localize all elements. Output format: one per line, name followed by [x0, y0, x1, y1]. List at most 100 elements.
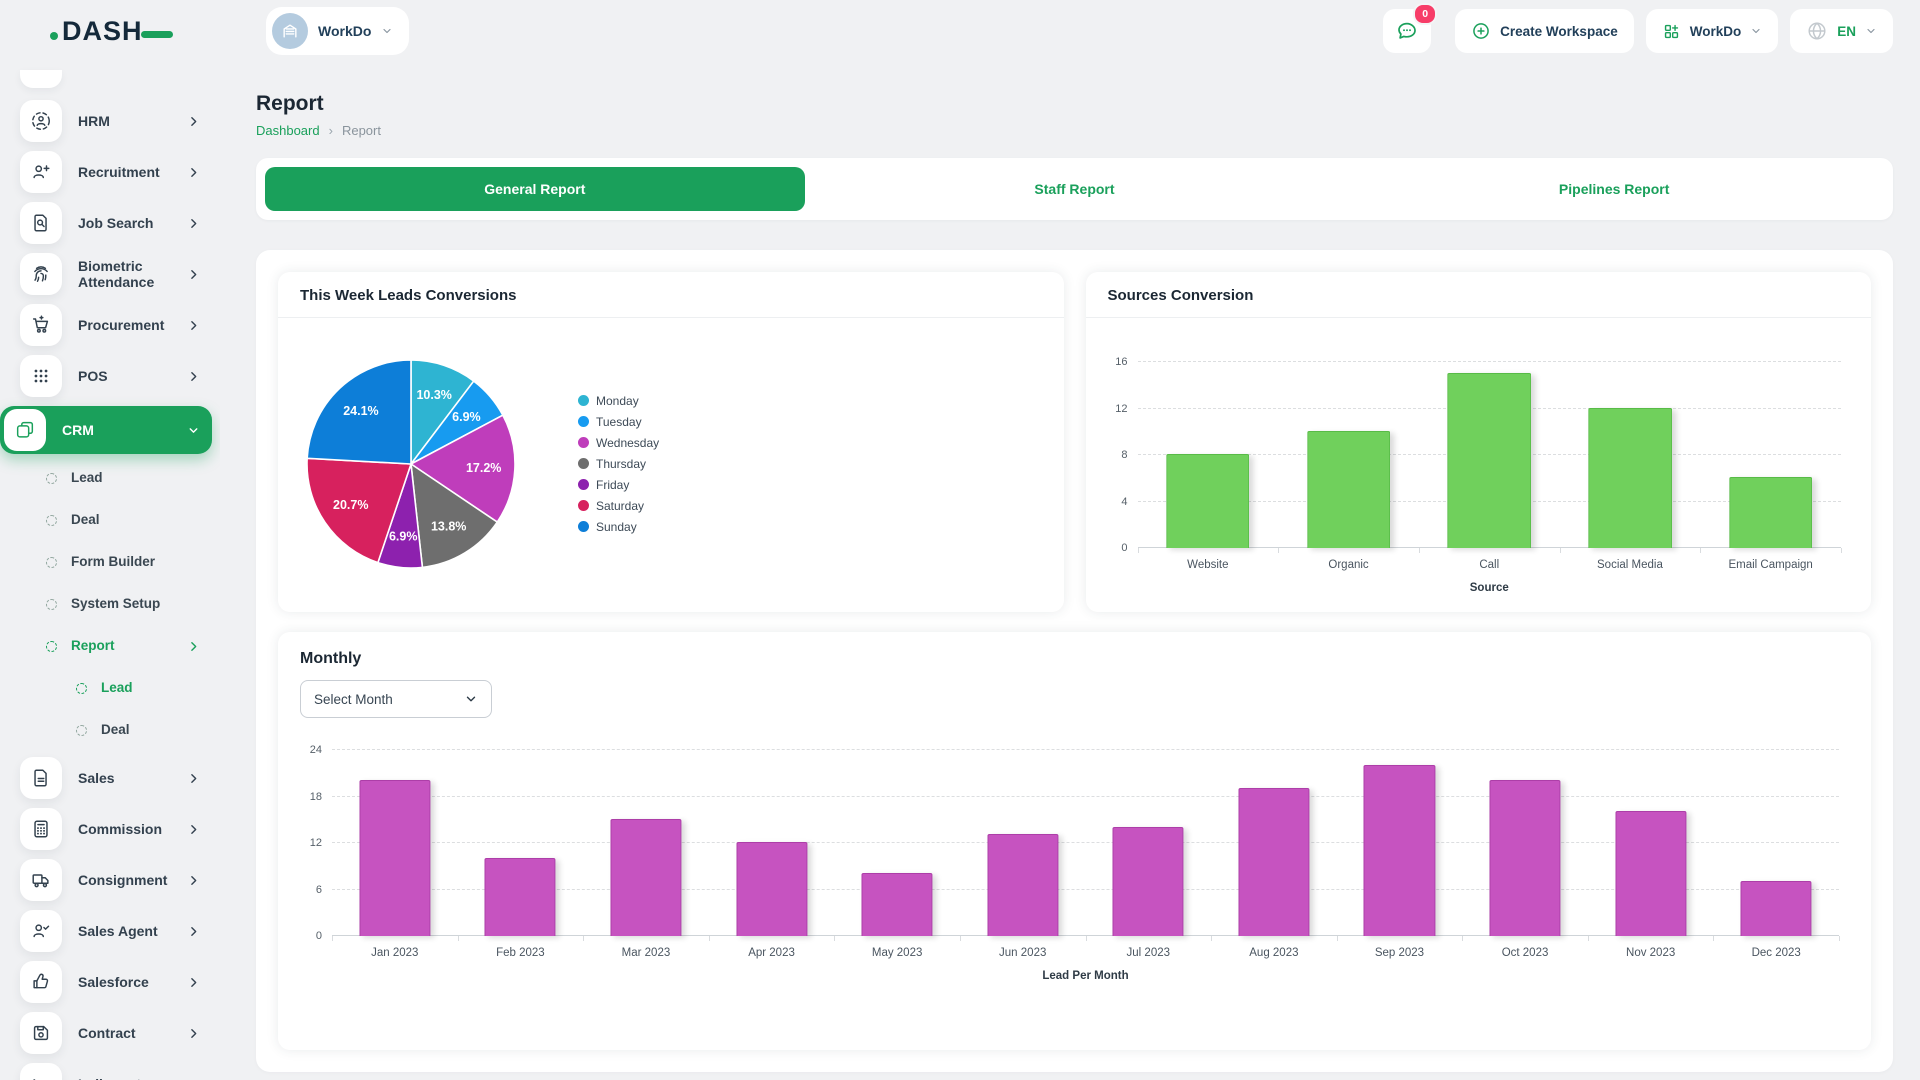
sidebar-item-report[interactable]: Report — [0, 631, 212, 661]
sources-bar-chart: 0 4 8 12 16 Website Organic Call Social Media Ema… — [1086, 318, 1872, 612]
sidebar-item-consignment[interactable]: Consignment — [0, 859, 212, 901]
x-axis-title: Source — [1469, 582, 1509, 594]
pie-slice-label: 10.3% — [416, 387, 451, 401]
sidebar-item-deal[interactable]: Deal — [0, 505, 212, 535]
bar-may-2023 — [861, 873, 933, 936]
language-selector[interactable]: EN — [1790, 9, 1893, 53]
sidebar-item-label: Sales Agent — [78, 922, 158, 939]
x-axis-category-label: Jun 2023 — [999, 947, 1047, 959]
sources-conversion-title: Sources Conversion — [1107, 287, 1254, 304]
sidebar-nav: HRM Recruitment Job Search Biometric Attend… — [0, 100, 220, 1080]
sidebar-item-commission[interactable]: Commission — [0, 808, 212, 850]
x-axis-tick — [583, 936, 585, 941]
gridline — [332, 749, 1839, 750]
x-axis-category-label: Call — [1479, 559, 1500, 571]
sidebar-item-deal[interactable]: Deal — [0, 715, 212, 745]
sidebar-item-recruitment[interactable]: Recruitment — [0, 151, 212, 193]
x-axis-category-label: Organic — [1328, 559, 1369, 571]
sidebar-item-sales-agent[interactable]: Sales Agent — [0, 910, 212, 952]
top-bar: DASH WorkDo 0 Create Workspace — [0, 0, 1920, 62]
pie-slice-label: 20.7% — [333, 497, 368, 511]
monthly-bar-chart: 0 6 12 18 24 Jan 2023 Feb 2023 Mar 2023 Apr 2023… — [278, 724, 1871, 1024]
x-axis-category-label: Apr 2023 — [748, 947, 795, 959]
breadcrumb-separator-icon: › — [328, 123, 333, 138]
sidebar-item-job-search[interactable]: Job Search — [0, 202, 212, 244]
legend-item-thursday: Thursday — [578, 457, 659, 471]
sidebar-item-procurement[interactable]: Procurement — [0, 304, 212, 346]
monthly-card: Monthly Select Month 0 6 12 18 24 Jan 2023 Feb… — [278, 632, 1871, 1050]
sidebar-item-salesforce[interactable]: Salesforce — [0, 961, 212, 1003]
sidebar-item-label: Salesforce — [78, 973, 149, 990]
x-axis-tick — [834, 936, 836, 941]
messages-button[interactable]: 0 — [1383, 3, 1438, 53]
bar-mar-2023 — [610, 818, 682, 936]
sidebar-item-label: CRM — [62, 421, 94, 438]
x-axis-tick — [1841, 548, 1842, 553]
sidebar-item-indiamart[interactable]: Indiamart — [0, 1063, 212, 1080]
legend-dot-icon — [578, 458, 589, 469]
chevron-down-icon — [381, 25, 393, 37]
sidebar-item-label: Form Builder — [71, 554, 156, 570]
building-icon — [272, 13, 308, 49]
chevron-down-icon — [1750, 25, 1762, 37]
y-axis-tick-label: 4 — [1121, 495, 1128, 508]
sidebar-item-label: Job Search — [78, 214, 154, 231]
sidebar-item-label: Biometric Attendance — [78, 257, 155, 290]
sidebar-item-lead[interactable]: Lead — [0, 673, 212, 703]
x-axis-category-label: Dec 2023 — [1751, 947, 1801, 959]
sidebar-item-lead[interactable]: Lead — [0, 463, 212, 493]
dash-logo[interactable]: DASH — [0, 16, 220, 47]
workspace-menu-label: WorkDo — [1689, 23, 1742, 39]
sidebar-item-label: Lead — [101, 680, 133, 696]
bar-plot-area: 0 6 12 18 24 Jan 2023 Feb 2023 Mar 2023 Apr 2023… — [310, 744, 1840, 982]
y-axis-tick-label: 16 — [1115, 356, 1128, 368]
sidebar-item-contract[interactable]: Contract — [0, 1012, 212, 1054]
create-workspace-button[interactable]: Create Workspace — [1455, 9, 1634, 53]
bar-website — [1166, 454, 1250, 548]
sidebar-item-label: System Setup — [71, 596, 161, 612]
breadcrumb: Dashboard › Report — [256, 123, 1893, 138]
chevron-right-icon — [187, 976, 200, 989]
bar-plot-area: 0 4 8 12 16 Website Organic Call Social Media Ema… — [1115, 356, 1842, 594]
legend-dot-icon — [578, 479, 589, 490]
sidebar-partial-item[interactable] — [20, 70, 62, 88]
workspace-switcher[interactable]: WorkDo — [266, 7, 410, 55]
legend-label: Thursday — [596, 456, 647, 471]
x-axis-category-label: Sep 2023 — [1374, 947, 1425, 959]
job-search-icon — [20, 202, 62, 244]
legend-item-wednesday: Wednesday — [578, 436, 659, 450]
tab-pipelines-report[interactable]: Pipelines Report — [1558, 181, 1670, 197]
logo-dot-icon — [50, 32, 58, 40]
month-select[interactable]: Select Month — [300, 680, 492, 718]
x-axis-category-label: Jan 2023 — [371, 947, 419, 959]
sidebar-item-label: Indiamart — [78, 1076, 212, 1080]
workspace-menu-button[interactable]: WorkDo — [1645, 9, 1779, 53]
chevron-right-icon — [187, 772, 200, 785]
report-tabs: General Report Staff Report Pipelines Repo… — [256, 158, 1893, 220]
sidebar-item-label: Consignment — [78, 871, 168, 888]
y-axis-tick-label: 0 — [315, 930, 322, 942]
legend-label: Friday — [596, 477, 630, 492]
bar-dec-2023 — [1740, 880, 1812, 936]
tab-staff-report[interactable]: Staff Report — [1034, 181, 1115, 197]
breadcrumb-dashboard-link[interactable]: Dashboard — [256, 123, 320, 138]
legend-dot-icon — [578, 521, 589, 532]
tab-general-report[interactable]: General Report — [265, 167, 805, 211]
sidebar-item-pos[interactable]: POS — [0, 355, 212, 397]
sidebar-item-hrm[interactable]: HRM — [0, 100, 212, 142]
sidebar-item-biometric-attendance[interactable]: Biometric Attendance — [0, 253, 212, 295]
x-axis-category-label: Social Media — [1597, 559, 1663, 571]
legend-dot-icon — [578, 437, 589, 448]
legend-dot-icon — [578, 416, 589, 427]
pie-slice-saturday — [306, 456, 413, 564]
sidebar-item-form-builder[interactable]: Form Builder — [0, 547, 212, 577]
sidebar-item-system-setup[interactable]: System Setup — [0, 589, 212, 619]
globe-icon — [1806, 20, 1828, 42]
bar-social-media — [1588, 407, 1672, 548]
pie-slice-label: 6.9% — [452, 409, 481, 423]
legend-dot-icon — [578, 500, 589, 511]
sidebar-item-crm[interactable]: CRM — [0, 406, 212, 454]
sidebar-item-sales[interactable]: Sales — [0, 757, 212, 799]
chat-icon — [1395, 19, 1419, 43]
